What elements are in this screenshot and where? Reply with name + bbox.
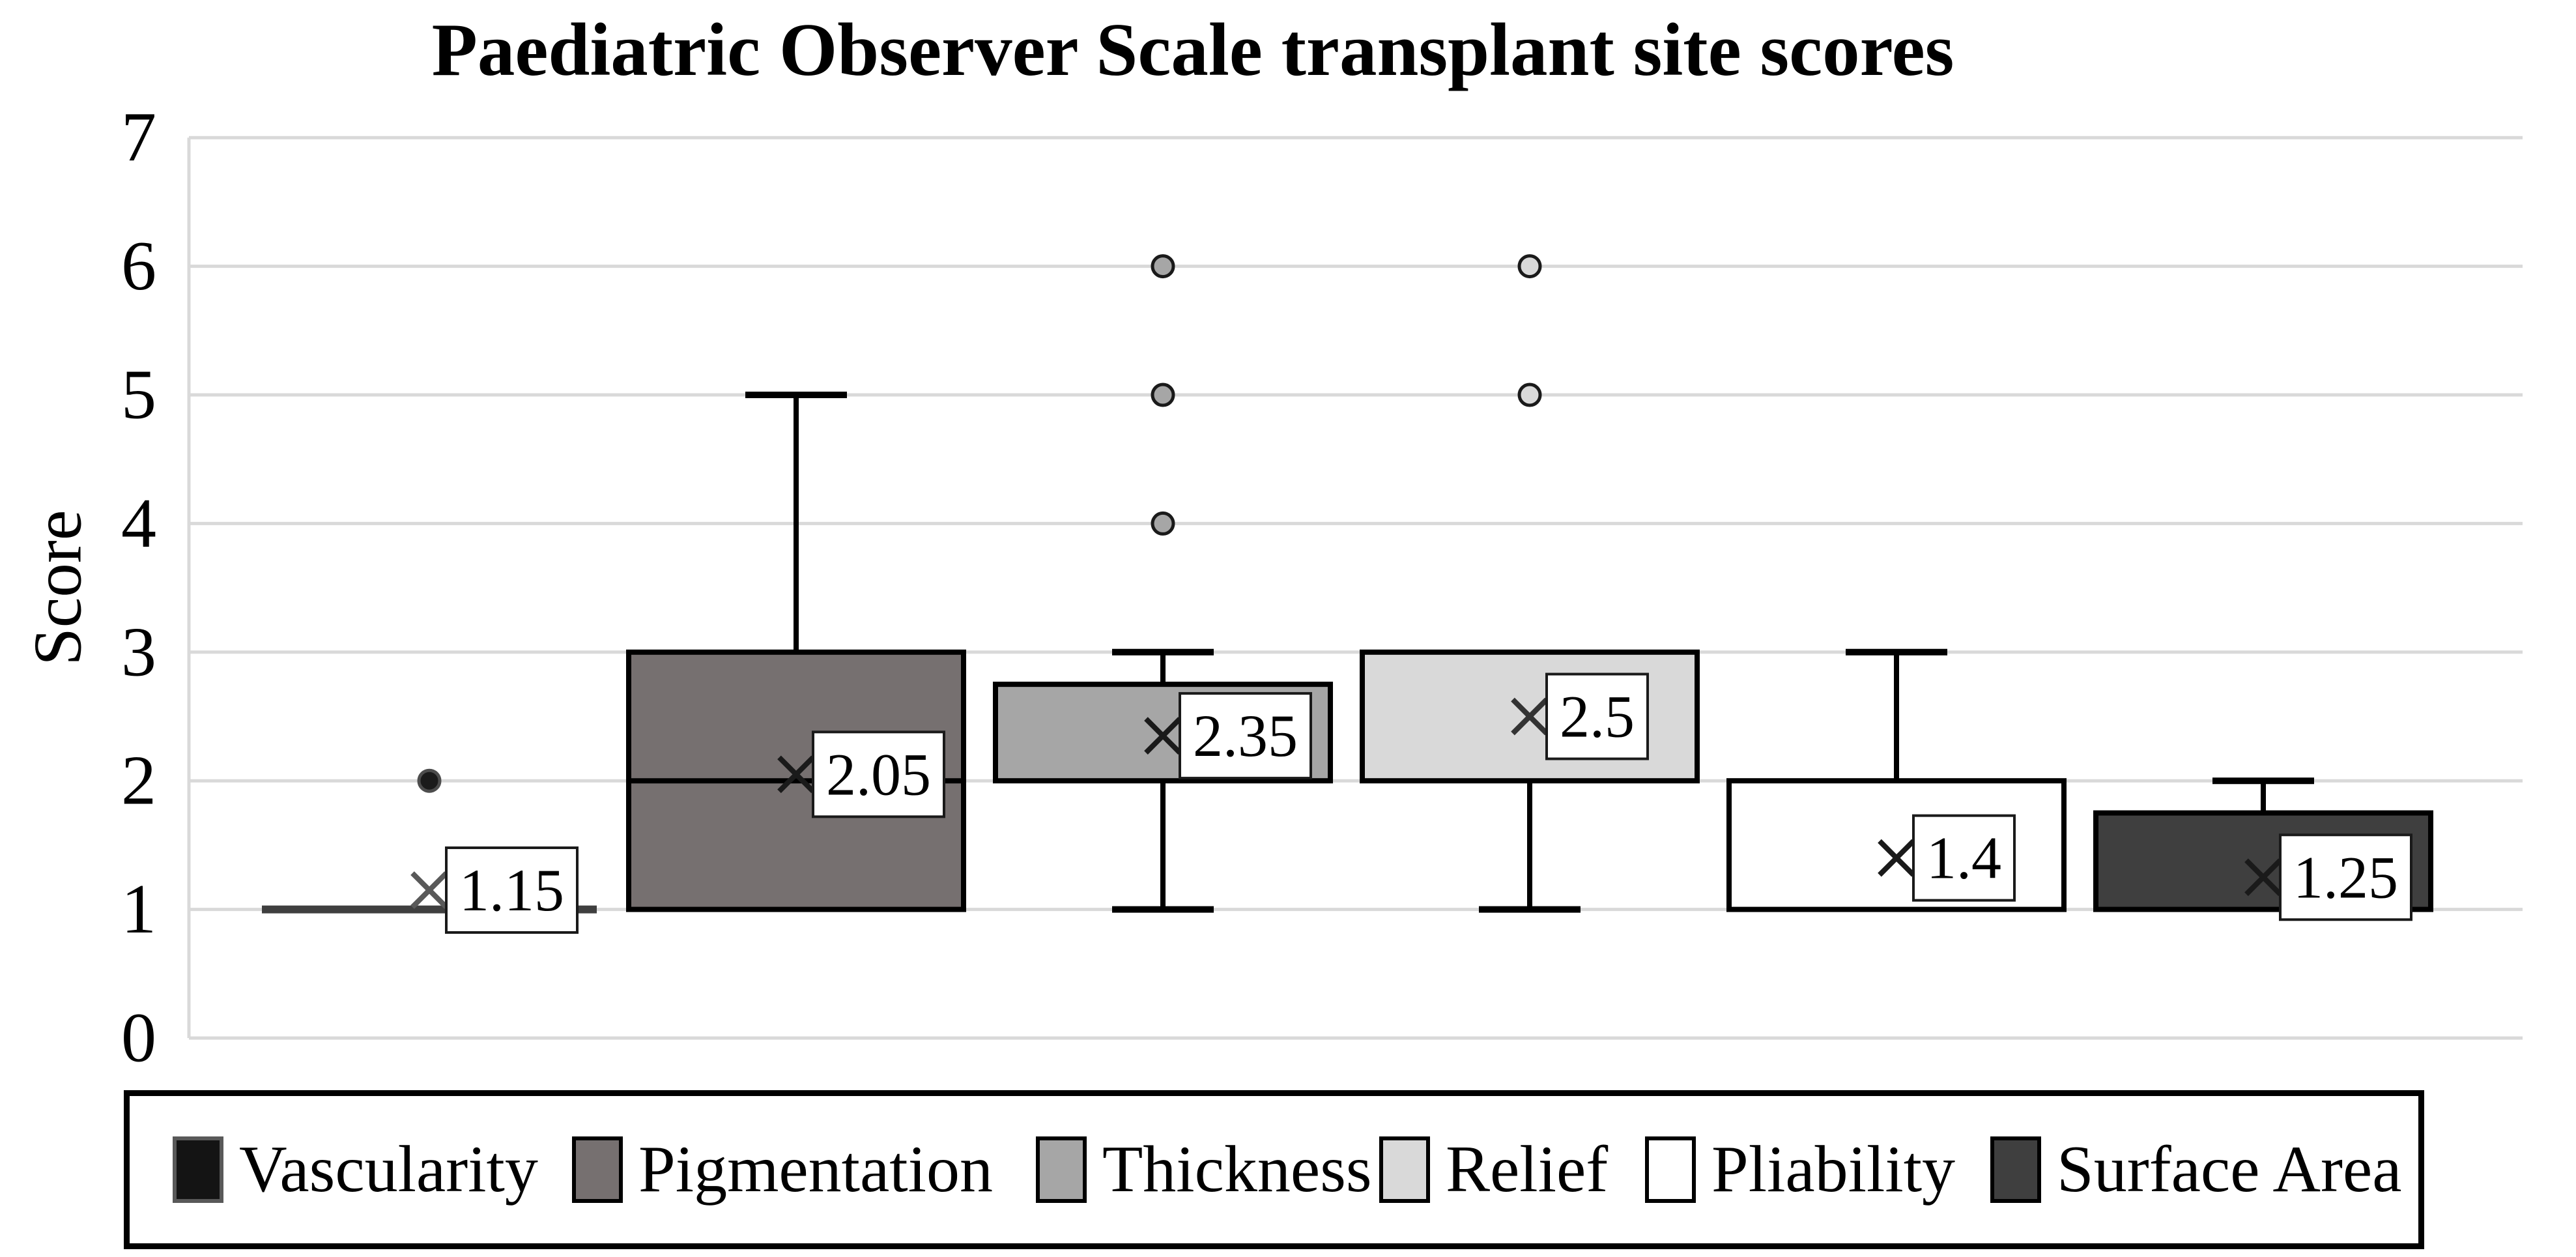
legend-item-thickness: Thickness xyxy=(1036,1136,1372,1203)
chart-title: Paediatric Observer Scale transplant sit… xyxy=(431,8,1954,91)
legend-item-surface-area: Surface Area xyxy=(1990,1136,2402,1203)
mean-x-icon-pliability xyxy=(1878,839,1915,877)
outlier-dot-vascularity-2 xyxy=(417,768,442,793)
legend-swatch-icon-relief xyxy=(1379,1136,1430,1203)
mean-label-pigmentation: 2.05 xyxy=(826,741,931,807)
mean-x-icon-surface-area xyxy=(2244,858,2282,897)
mean-label-vascularity: 1.15 xyxy=(459,857,564,923)
y-tick-label-1: 1 xyxy=(121,871,156,948)
legend-label-pliability: Pliability xyxy=(1711,1133,1956,1206)
mean-label-box-relief xyxy=(1545,672,1649,760)
legend-item-vascularity: Vascularity xyxy=(173,1136,538,1203)
legend: Vascularity Pigmentation Thickness Relief Pl… xyxy=(124,1090,2424,1249)
outlier-dot-thickness-6 xyxy=(1151,254,1175,279)
legend-label-pigmentation: Pigmentation xyxy=(638,1133,993,1206)
legend-item-relief: Relief xyxy=(1379,1136,1608,1203)
legend-label-relief: Relief xyxy=(1446,1133,1609,1206)
y-tick-label-5: 5 xyxy=(121,356,156,434)
legend-label-vascularity: Vascularity xyxy=(239,1133,538,1206)
mean-label-box-pliability xyxy=(1912,814,2016,902)
legend-swatch-icon-pliability xyxy=(1645,1136,1696,1203)
mean-x-icon-pigmentation xyxy=(777,755,815,794)
mean-label-box-thickness xyxy=(1179,692,1312,780)
mean-label-thickness: 2.35 xyxy=(1193,702,1298,769)
y-tick-label-2: 2 xyxy=(121,742,156,820)
mean-x-icon-thickness xyxy=(1144,717,1182,755)
legend-swatch-icon-pigmentation xyxy=(572,1136,623,1203)
y-tick-label-0: 0 xyxy=(121,1000,156,1077)
mean-x-icon-vascularity xyxy=(410,871,448,909)
mean-label-surface-area: 1.25 xyxy=(2293,844,2398,910)
outlier-dot-thickness-5 xyxy=(1151,383,1175,407)
mean-label-box-pigmentation xyxy=(812,730,945,818)
legend-label-thickness: Thickness xyxy=(1102,1133,1372,1206)
y-tick-label-7: 7 xyxy=(121,99,156,177)
mean-label-box-surface-area xyxy=(2279,833,2412,921)
legend-item-pliability: Pliability xyxy=(1645,1136,1955,1203)
outlier-dot-relief-6 xyxy=(1517,254,1542,279)
mean-x-icon-relief xyxy=(1511,697,1549,736)
mean-label-pliability: 1.4 xyxy=(1926,825,2001,891)
legend-item-pigmentation: Pigmentation xyxy=(572,1136,993,1203)
legend-swatch-icon-thickness xyxy=(1036,1136,1087,1203)
y-tick-label-3: 3 xyxy=(121,613,156,691)
mean-label-box-vascularity xyxy=(445,846,579,934)
y-tick-label-6: 6 xyxy=(121,227,156,305)
y-tick-label-4: 4 xyxy=(121,485,156,562)
legend-swatch-icon-surface-area xyxy=(1990,1136,2041,1203)
legend-swatch-icon-vascularity xyxy=(173,1136,223,1203)
legend-label-surface-area: Surface Area xyxy=(2057,1133,2402,1206)
outlier-dot-relief-5 xyxy=(1517,383,1542,407)
mean-label-relief: 2.5 xyxy=(1560,684,1635,750)
outlier-dot-thickness-4 xyxy=(1151,511,1175,536)
y-axis-label: Score xyxy=(20,510,96,666)
